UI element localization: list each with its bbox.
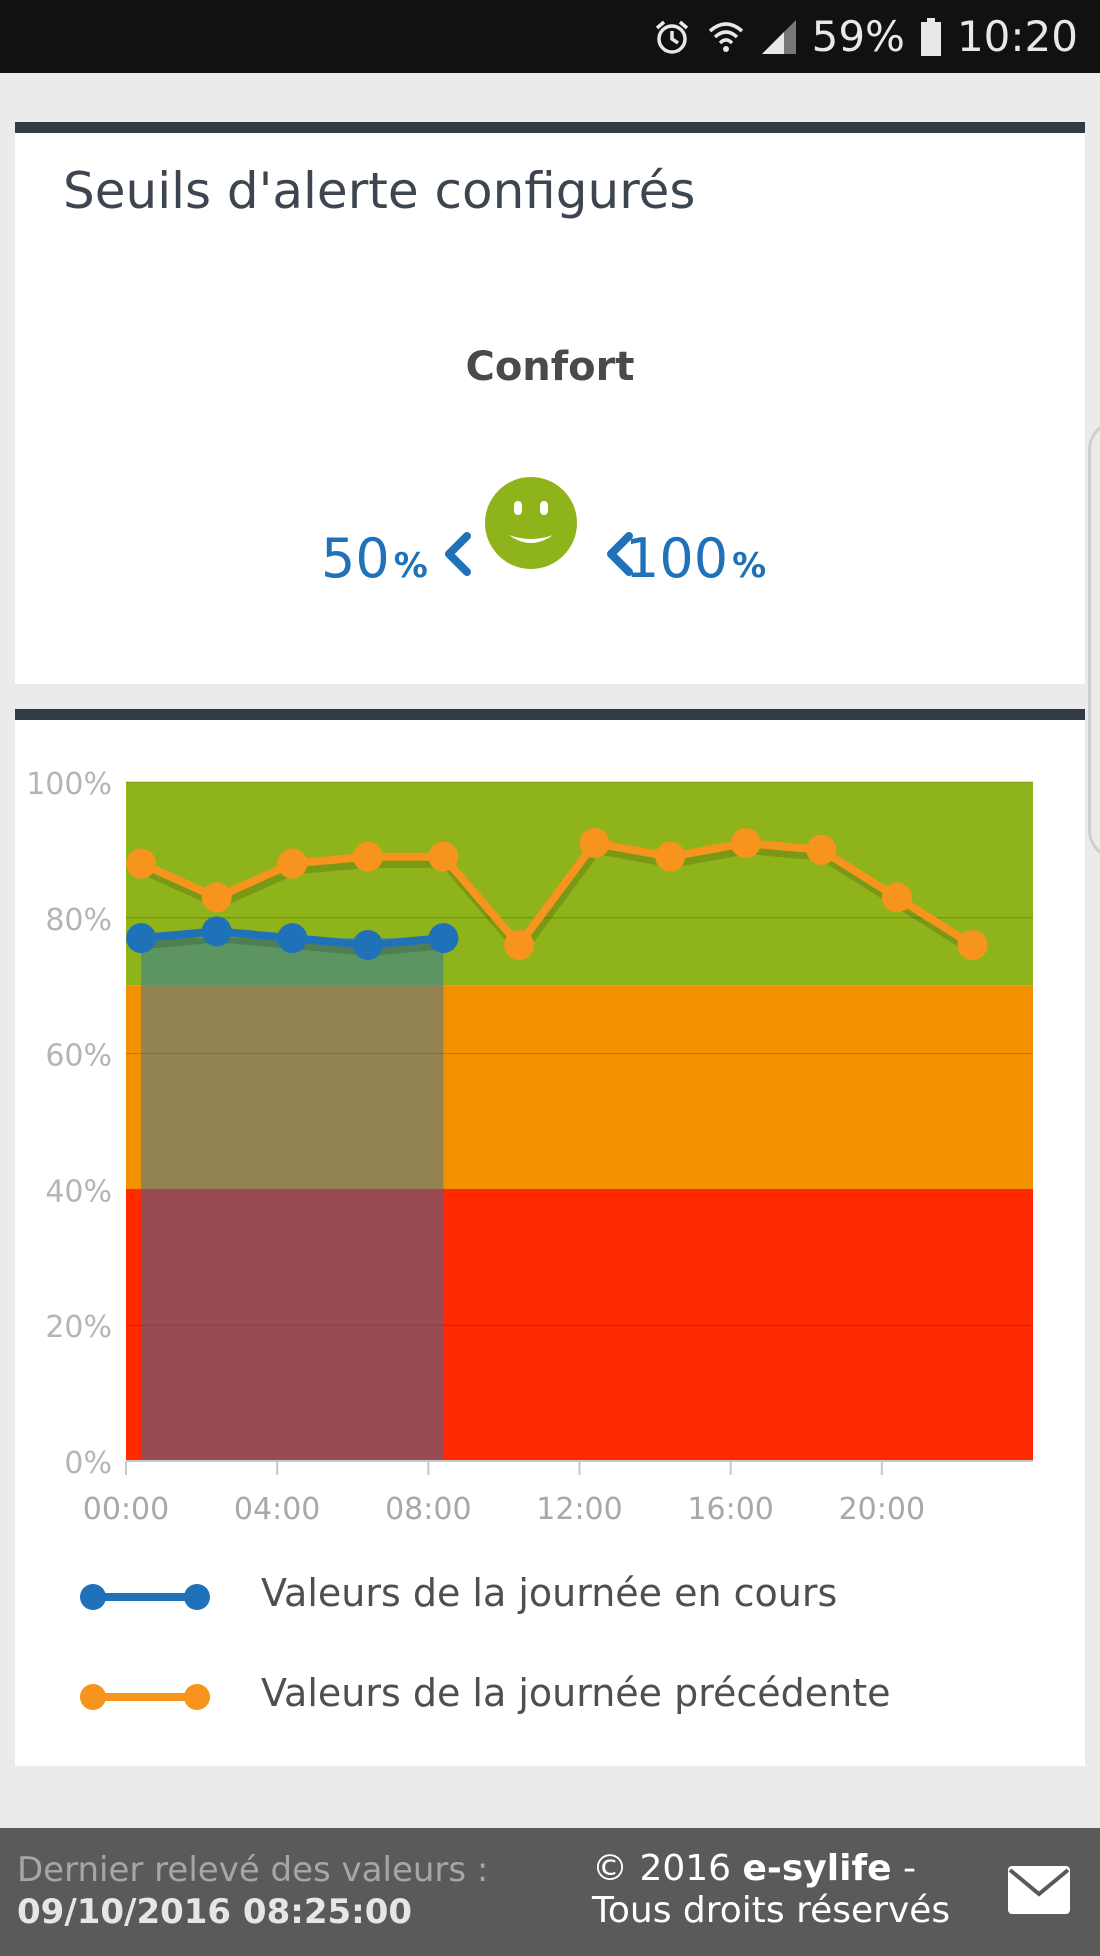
threshold-label: Confort (465, 344, 635, 390)
low-threshold-unit: % (393, 546, 428, 586)
threshold-range: 50% 100% (15, 472, 1085, 592)
x-tick-label: 12:00 (536, 1492, 622, 1527)
y-tick-label: 40% (45, 1174, 112, 1209)
chart-band-1 (126, 985, 1033, 1190)
legend-label-current: Valeurs de la journée en cours (261, 1571, 838, 1615)
clock: 10:20 (956, 12, 1078, 61)
series-0-point (277, 923, 308, 954)
wifi-icon (706, 17, 746, 57)
x-tick-label: 20:00 (839, 1492, 925, 1527)
battery-percent: 59% (811, 12, 905, 61)
last-reading-value: 09/10/2016 08:25:00 (17, 1892, 413, 1932)
card-top-bar (15, 709, 1085, 720)
series-1-point (957, 929, 988, 960)
brand-name: e-sylife (742, 1848, 892, 1889)
high-threshold: 100% (625, 527, 766, 590)
y-tick-label: 0% (64, 1446, 112, 1481)
side-panel-handle[interactable] (1088, 420, 1100, 860)
legend-marker-previous (80, 1684, 210, 1710)
series-1-point (428, 841, 459, 872)
mail-icon[interactable] (1006, 1864, 1072, 1921)
y-tick-label: 60% (45, 1039, 112, 1074)
low-threshold: 50% (321, 527, 428, 590)
series-1-point (352, 841, 383, 872)
signal-icon (760, 18, 798, 56)
copyright-prefix: © 2016 (592, 1848, 743, 1889)
y-tick-label: 20% (45, 1310, 112, 1345)
current-day-shaded-area (141, 938, 444, 1461)
thresholds-card: Seuils d'alerte configurés Confort 50% 1… (15, 122, 1085, 684)
high-threshold-value: 100 (625, 527, 729, 590)
x-tick-label: 08:00 (385, 1492, 471, 1527)
series-1-point (277, 848, 308, 879)
battery-icon (919, 17, 943, 57)
series-1-point (881, 882, 912, 913)
chart-card: 0% 20% 40% 60% 80% 100% 00:00 04:00 08:00 12:00 16… (15, 709, 1085, 1766)
copyright-suffix: - Tous droits réservés (592, 1848, 951, 1931)
legend-label-previous: Valeurs de la journée précédente (261, 1671, 891, 1715)
x-tick-label: 16:00 (687, 1492, 773, 1527)
card-title: Seuils d'alerte configurés (63, 162, 696, 220)
series-1-point (504, 929, 535, 960)
legend-marker-current (80, 1584, 210, 1610)
legend-item-current[interactable]: Valeurs de la journée en cours (79, 1571, 979, 1631)
status-bar: 59% 10:20 (0, 0, 1100, 73)
smiley-icon (483, 475, 579, 576)
y-tick-label: 100% (26, 767, 112, 802)
copyright: © 2016 e-sylife - Tous droits réservés (592, 1848, 992, 1932)
series-0-point (201, 916, 232, 947)
high-threshold-unit: % (732, 546, 767, 586)
series-0-point (126, 923, 157, 954)
series-1-point (201, 882, 232, 913)
series-1-point (655, 841, 686, 872)
alarm-icon (652, 17, 692, 57)
less-than-icon-2 (603, 532, 637, 581)
series-0-point (428, 923, 459, 954)
series-1-point (126, 848, 157, 879)
footer: Dernier relevé des valeurs : 09/10/2016 … (0, 1828, 1100, 1956)
series-1-point (579, 828, 610, 859)
legend-item-previous[interactable]: Valeurs de la journée précédente (79, 1671, 979, 1731)
series-1-point (730, 828, 761, 859)
chart-band-2 (126, 1189, 1033, 1461)
humidity-chart: 0% 20% 40% 60% 80% 100% 00:00 04:00 08:00 12:00 16… (26, 767, 1033, 1527)
x-tick-label: 00:00 (83, 1492, 169, 1527)
series-0-point (352, 929, 383, 960)
x-tick-label: 04:00 (234, 1492, 320, 1527)
series-shadow-1 (141, 843, 978, 959)
y-tick-label: 80% (45, 903, 112, 938)
series-1-point (806, 834, 837, 865)
status-icons: 59% 10:20 (652, 0, 1078, 73)
low-threshold-value: 50 (321, 527, 390, 590)
less-than-icon (441, 532, 475, 581)
card-top-bar (15, 122, 1085, 133)
last-reading-label: Dernier relevé des valeurs : (17, 1850, 489, 1890)
